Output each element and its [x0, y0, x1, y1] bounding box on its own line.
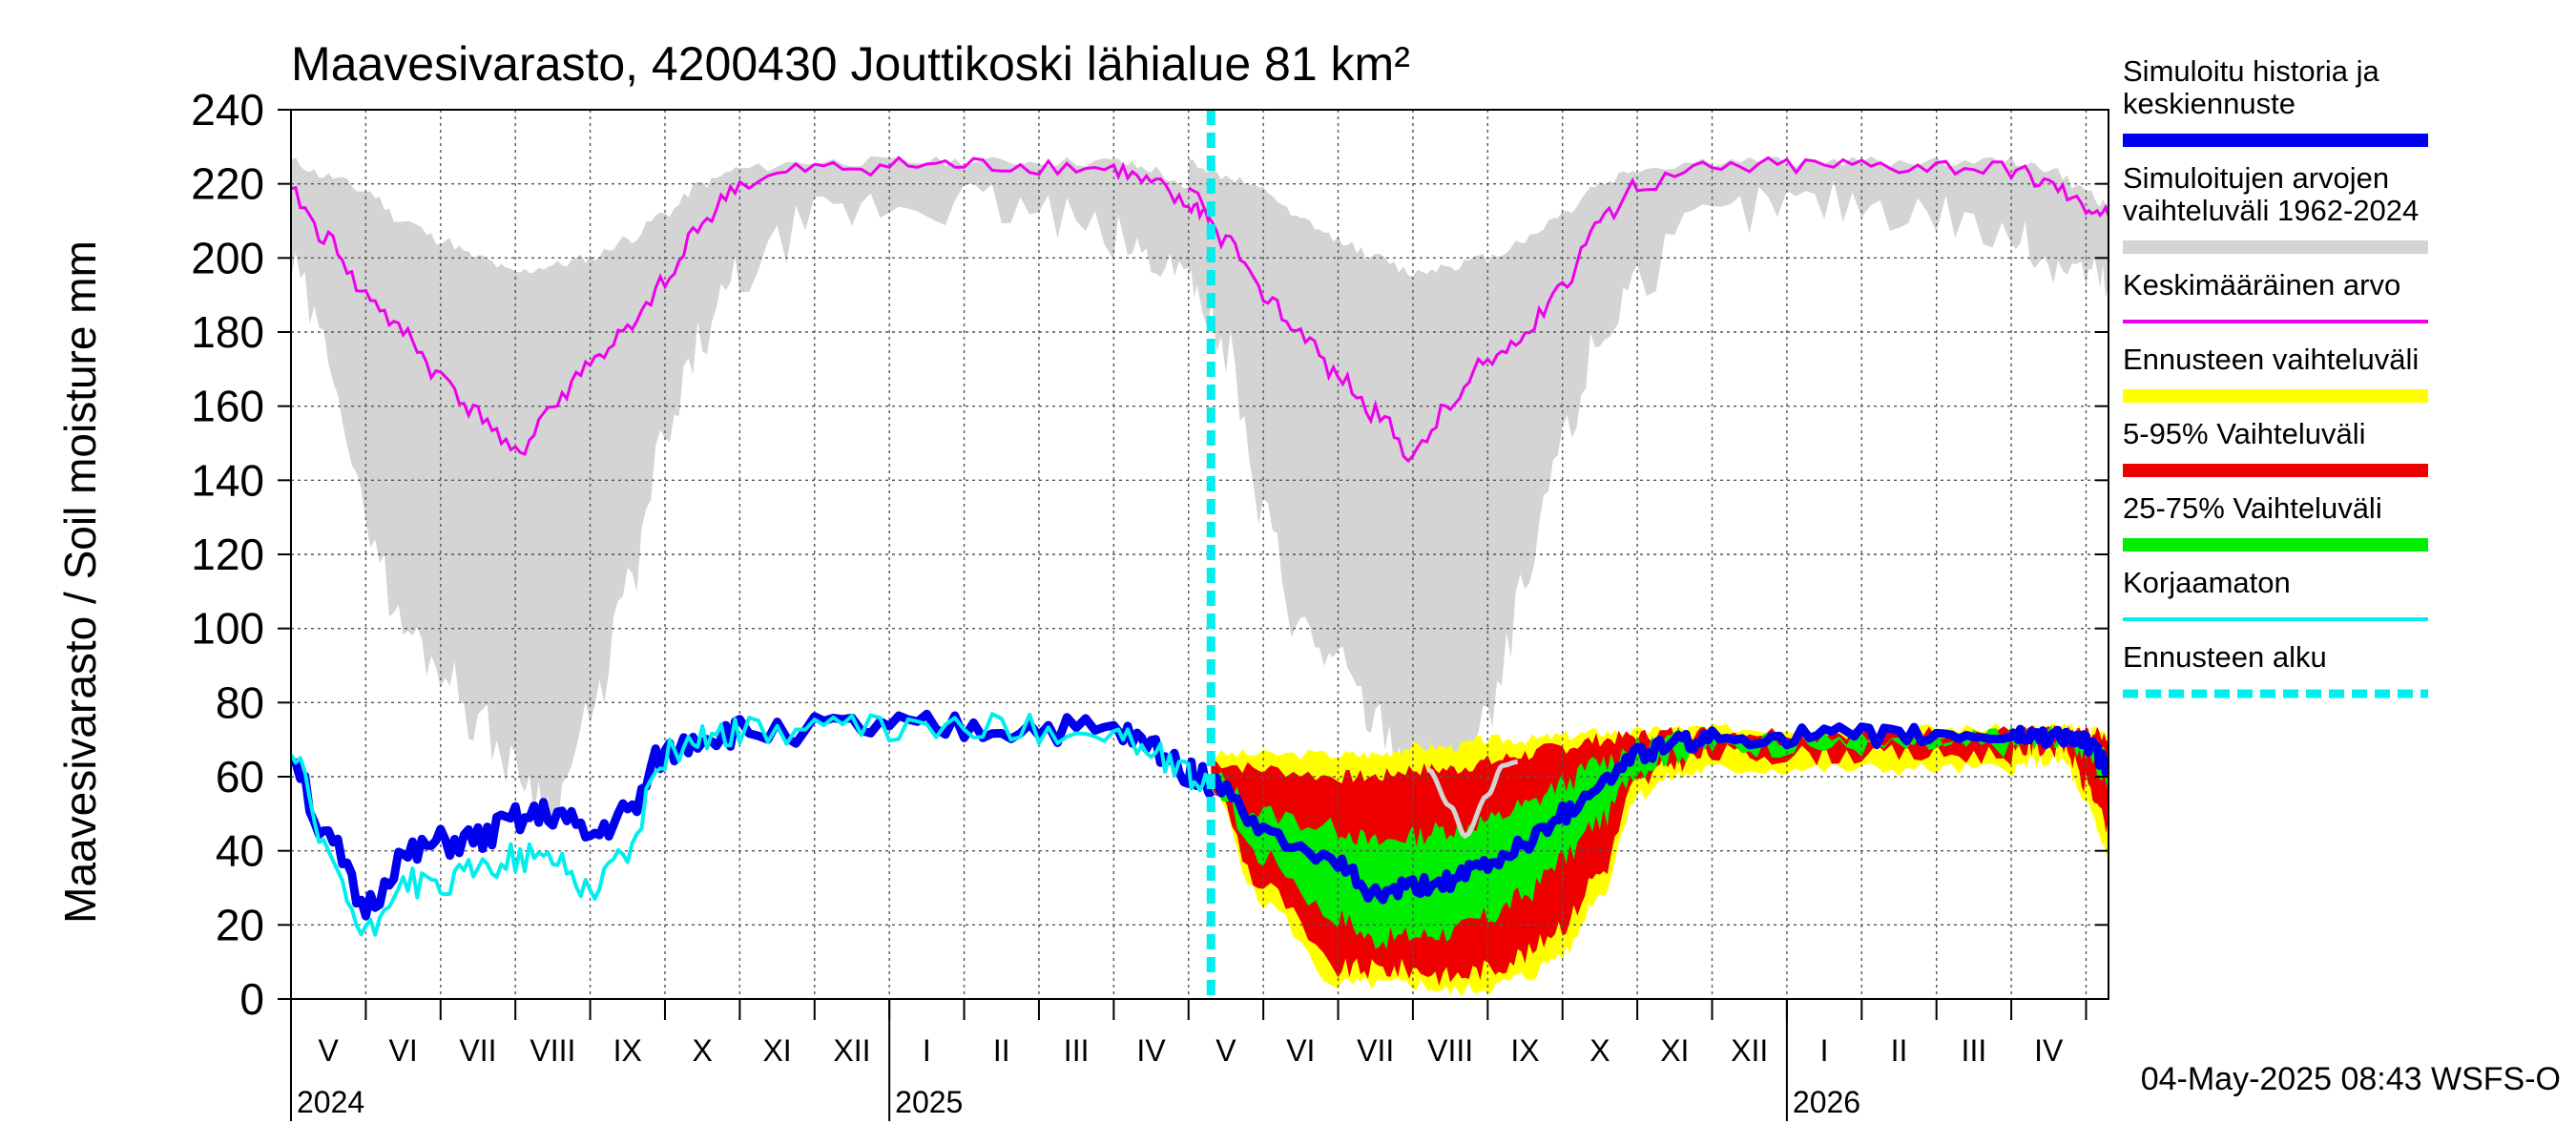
month-label: VI [1286, 1033, 1315, 1068]
range-band-1962-2024 [1188, 156, 2109, 823]
legend-label: vaihteluväli 1962-2024 [2123, 194, 2419, 227]
legend-label: Keskimääräinen arvo [2123, 268, 2400, 302]
legend-label: Ennusteen vaihteluväli [2123, 343, 2419, 376]
legend-label: Simuloitujen arvojen [2123, 161, 2389, 195]
y-tick-label: 40 [216, 826, 264, 876]
legend-label: Korjaamaton [2123, 566, 2291, 599]
y-tick-label: 140 [191, 455, 264, 505]
y-tick-label: 160 [191, 382, 264, 431]
y-tick-label: 240 [191, 85, 264, 135]
month-label: IX [613, 1033, 642, 1068]
y-tick-label: 180 [191, 307, 264, 357]
range-band-1962-2024 [291, 156, 1212, 829]
month-label: V [1215, 1033, 1236, 1068]
month-label: IX [1510, 1033, 1539, 1068]
month-label: XI [1660, 1033, 1689, 1068]
month-label: XI [762, 1033, 791, 1068]
month-label: VII [459, 1033, 496, 1068]
mean-forecast-line [1211, 722, 2109, 905]
month-label: IV [2034, 1033, 2064, 1068]
band-25-75 [1211, 724, 2109, 949]
month-label: X [1589, 1033, 1610, 1068]
month-label: III [1064, 1033, 1090, 1068]
month-label: I [1820, 1033, 1829, 1068]
y-tick-label: 200 [191, 233, 264, 282]
month-label: X [693, 1033, 713, 1068]
month-label: I [923, 1033, 931, 1068]
year-label: 2025 [895, 1085, 963, 1119]
month-label: II [993, 1033, 1010, 1068]
y-tick-label: 80 [216, 677, 264, 727]
month-label: II [1891, 1033, 1908, 1068]
uncorrected-line [291, 712, 1212, 937]
y-tick-label: 60 [216, 752, 264, 802]
chart-title: Maavesivarasto, 4200430 Jouttikoski lähi… [291, 37, 1410, 91]
month-label: III [1962, 1033, 1987, 1068]
y-tick-label: 220 [191, 159, 264, 209]
ranges-layer [291, 156, 2109, 997]
timestamp-label: 04-May-2025 08:43 WSFS-O [2141, 1061, 2561, 1097]
month-label: XII [833, 1033, 870, 1068]
ensemble-member-line [1426, 760, 1518, 840]
legend-label: Ennusteen alku [2123, 640, 2327, 674]
month-label: VIII [1427, 1033, 1473, 1068]
year-label: 2024 [297, 1085, 364, 1119]
legend-label: Simuloitu historia ja [2123, 54, 2380, 88]
legend-label: 25-75% Vaihteluväli [2123, 491, 2382, 525]
month-label: VI [388, 1033, 417, 1068]
y-axis-label: Maavesivarasto / Soil moisture mm [55, 240, 105, 924]
month-label: XII [1731, 1033, 1768, 1068]
mean-value-line [291, 156, 1213, 456]
month-label: IV [1136, 1033, 1166, 1068]
year-label: 2026 [1793, 1085, 1860, 1119]
lines-layer [291, 110, 2109, 999]
legend-label: keskiennuste [2123, 87, 2296, 120]
legend-label: 5-95% Vaihteluväli [2123, 417, 2365, 450]
month-label: VIII [530, 1033, 575, 1068]
mean-value-line [1187, 156, 2109, 464]
month-label: V [319, 1033, 340, 1068]
y-tick-label: 0 [239, 974, 264, 1024]
y-tick-label: 100 [191, 604, 264, 654]
simulated-history-line [291, 709, 1215, 921]
y-tick-label: 120 [191, 530, 264, 579]
month-label: VII [1357, 1033, 1394, 1068]
grid-layer [291, 110, 2109, 999]
y-tick-label: 20 [216, 900, 264, 949]
